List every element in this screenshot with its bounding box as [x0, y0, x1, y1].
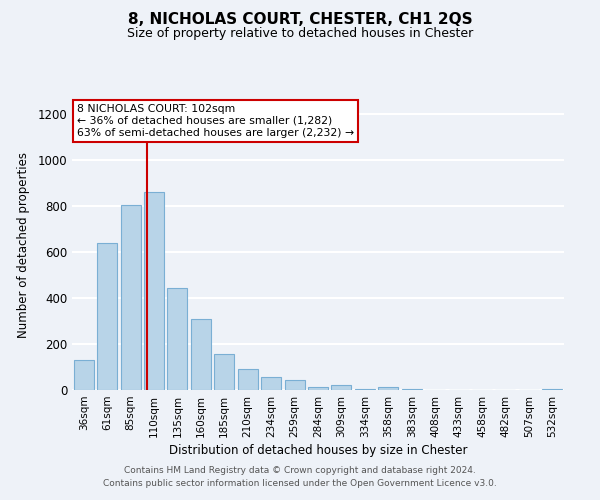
X-axis label: Distribution of detached houses by size in Chester: Distribution of detached houses by size … — [169, 444, 467, 457]
Bar — [167, 288, 187, 390]
Bar — [308, 386, 328, 390]
Bar — [379, 387, 398, 390]
Bar — [261, 378, 281, 390]
Bar — [191, 318, 211, 390]
Bar — [331, 386, 352, 390]
Y-axis label: Number of detached properties: Number of detached properties — [17, 152, 31, 338]
Bar — [542, 389, 562, 390]
Bar — [284, 380, 305, 390]
Bar — [238, 368, 257, 390]
Bar — [214, 354, 234, 390]
Bar — [144, 192, 164, 390]
Bar — [355, 389, 375, 390]
Text: Contains HM Land Registry data © Crown copyright and database right 2024.
Contai: Contains HM Land Registry data © Crown c… — [103, 466, 497, 487]
Text: 8 NICHOLAS COURT: 102sqm
← 36% of detached houses are smaller (1,282)
63% of sem: 8 NICHOLAS COURT: 102sqm ← 36% of detach… — [77, 104, 354, 138]
Text: Size of property relative to detached houses in Chester: Size of property relative to detached ho… — [127, 28, 473, 40]
Bar — [97, 242, 117, 390]
Bar — [121, 204, 140, 390]
Bar — [74, 360, 94, 390]
Text: 8, NICHOLAS COURT, CHESTER, CH1 2QS: 8, NICHOLAS COURT, CHESTER, CH1 2QS — [128, 12, 472, 28]
